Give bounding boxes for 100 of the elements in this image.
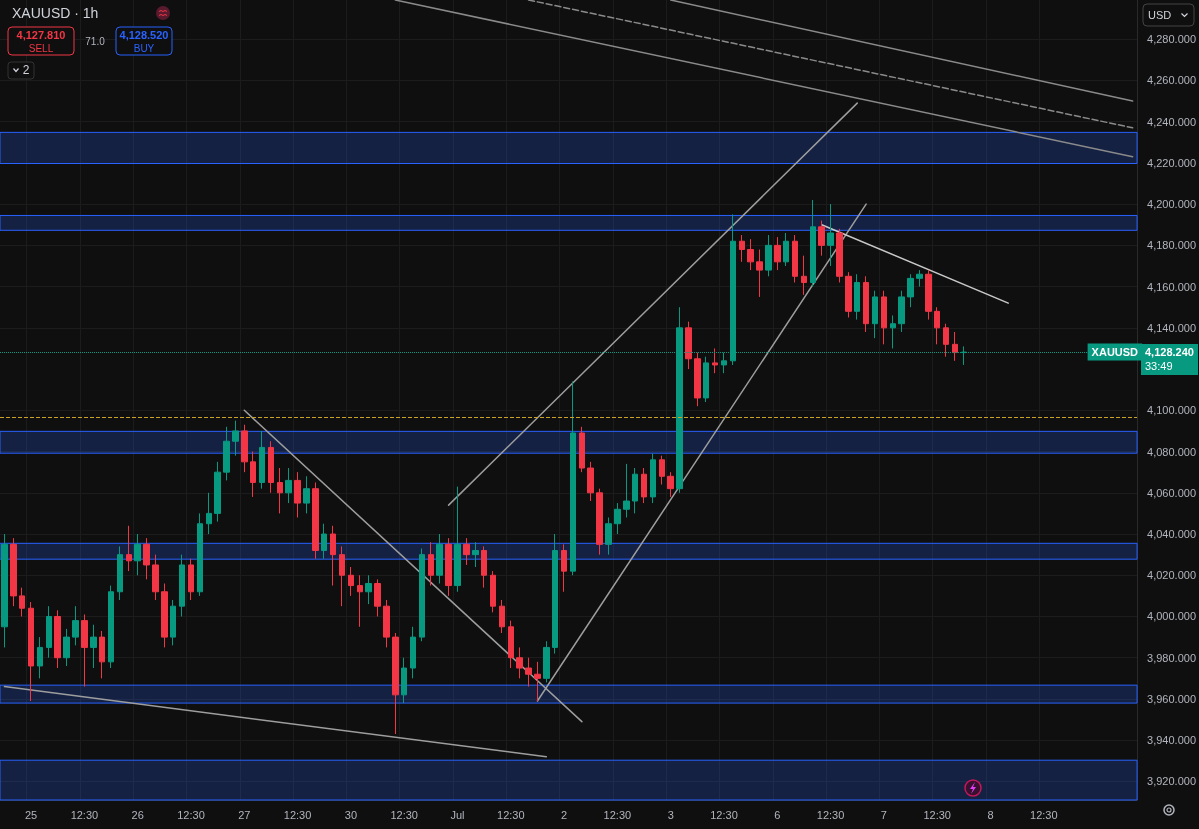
candlestick: [108, 585, 114, 669]
x-tick-label: 12:30: [923, 808, 951, 821]
candlestick: [277, 467, 283, 514]
x-tick-label: 12:30: [283, 808, 312, 821]
candlestick: [197, 512, 203, 597]
candlestick: [516, 646, 523, 679]
x-tick-label: 12:30: [1030, 808, 1058, 821]
x-tick-label: 6: [774, 808, 781, 821]
x-tick-label: 12:30: [70, 808, 99, 821]
candlestick: [330, 525, 336, 587]
candlestick: [659, 455, 665, 486]
candlestick: [28, 601, 34, 702]
candlestick: [712, 347, 718, 374]
x-tick-label: 12:30: [497, 808, 525, 821]
candlestick: [934, 306, 940, 345]
x-tick-label: 12:30: [603, 808, 632, 821]
y-tick-label: 4,080.000: [1147, 445, 1196, 458]
candlestick: [570, 380, 576, 576]
y-tick-label: 4,100.000: [1147, 404, 1196, 417]
text: 33:49: [1145, 360, 1173, 373]
candlestick: [410, 626, 416, 679]
y-tick-label: 3,920.000: [1147, 775, 1196, 788]
candlestick: [143, 537, 150, 580]
x-tick-label: 8: [987, 808, 994, 821]
candlestick: [374, 578, 381, 617]
candlestick: [898, 290, 905, 333]
candlestick: [348, 566, 354, 597]
candlestick: [747, 238, 754, 271]
candlestick: [1, 533, 8, 648]
candlestick: [623, 463, 630, 519]
candlestick: [952, 331, 958, 362]
candlestick: [863, 275, 869, 333]
x-tick-label: 26: [131, 808, 144, 821]
text: 4,128.240: [1145, 346, 1194, 359]
candlestick: [339, 545, 345, 607]
candlestick: [179, 554, 185, 617]
annotation: 2: [22, 63, 30, 77]
y-tick-label: 4,040.000: [1147, 528, 1196, 541]
candlestick: [126, 525, 132, 572]
annotation: BUY: [133, 42, 155, 54]
candlestick: [161, 583, 168, 648]
candlestick: [774, 236, 781, 271]
candlestick: [534, 661, 541, 702]
candlestick: [419, 547, 425, 642]
candlestick: [907, 273, 914, 308]
candlestick: [596, 488, 603, 556]
candlestick: [170, 599, 176, 646]
y-tick-label: 3,940.000: [1147, 734, 1196, 747]
y-tick-label: 3,980.000: [1147, 651, 1196, 664]
candlestick: [294, 471, 301, 519]
candlestick: [463, 537, 470, 566]
candlestick: [241, 424, 248, 473]
candlestick: [667, 471, 674, 498]
candlestick: [508, 620, 514, 669]
y-tick-label: 4,020.000: [1147, 569, 1196, 582]
candlestick: [605, 517, 612, 556]
candlestick: [445, 537, 452, 597]
candlestick: [81, 613, 88, 688]
candlestick: [765, 234, 772, 277]
annotation: 71.0: [85, 35, 106, 47]
candlestick: [943, 323, 949, 358]
candlestick: [392, 632, 399, 735]
candlestick: [401, 657, 407, 704]
candlestick: [543, 640, 550, 683]
candlestick: [916, 269, 923, 288]
x-tick-label: 27: [238, 808, 251, 821]
candlestick: [881, 290, 887, 345]
candlestick: [357, 574, 363, 628]
y-tick-label: 4,240.000: [1147, 115, 1196, 128]
candlestick: [499, 599, 505, 634]
candlestick: [206, 492, 212, 535]
candlestick: [756, 248, 763, 298]
candlestick: [650, 453, 656, 504]
chart-title: XAUUSD · 1h: [12, 5, 99, 21]
candlestick: [214, 461, 221, 523]
candlestick: [454, 486, 461, 593]
y-tick-label: 4,000.000: [1147, 610, 1196, 623]
candlestick: [436, 533, 443, 585]
candlestick: [365, 574, 372, 605]
candlestick: [801, 255, 807, 296]
candlestick: [587, 461, 594, 502]
x-tick-label: 12:30: [177, 808, 205, 821]
y-tick-label: 4,260.000: [1147, 74, 1196, 87]
candlestick: [285, 467, 292, 504]
candlestick: [428, 541, 434, 587]
candlestick: [72, 605, 79, 646]
y-tick-label: 3,960.000: [1147, 692, 1196, 705]
x-tick-label: 25: [24, 808, 38, 821]
x-tick-label: 12:30: [816, 808, 845, 821]
x-tick-label: 2: [561, 808, 568, 821]
candlestick: [854, 273, 860, 321]
candlestick: [890, 314, 896, 349]
candlestick: [641, 467, 647, 504]
candlestick: [845, 271, 852, 319]
x-tick-label: 7: [880, 808, 887, 821]
annotation: SELL: [28, 42, 54, 54]
candlestick: [250, 451, 256, 498]
candlestick: [739, 234, 745, 263]
candlestick: [632, 467, 638, 514]
candlestick: [792, 234, 798, 283]
